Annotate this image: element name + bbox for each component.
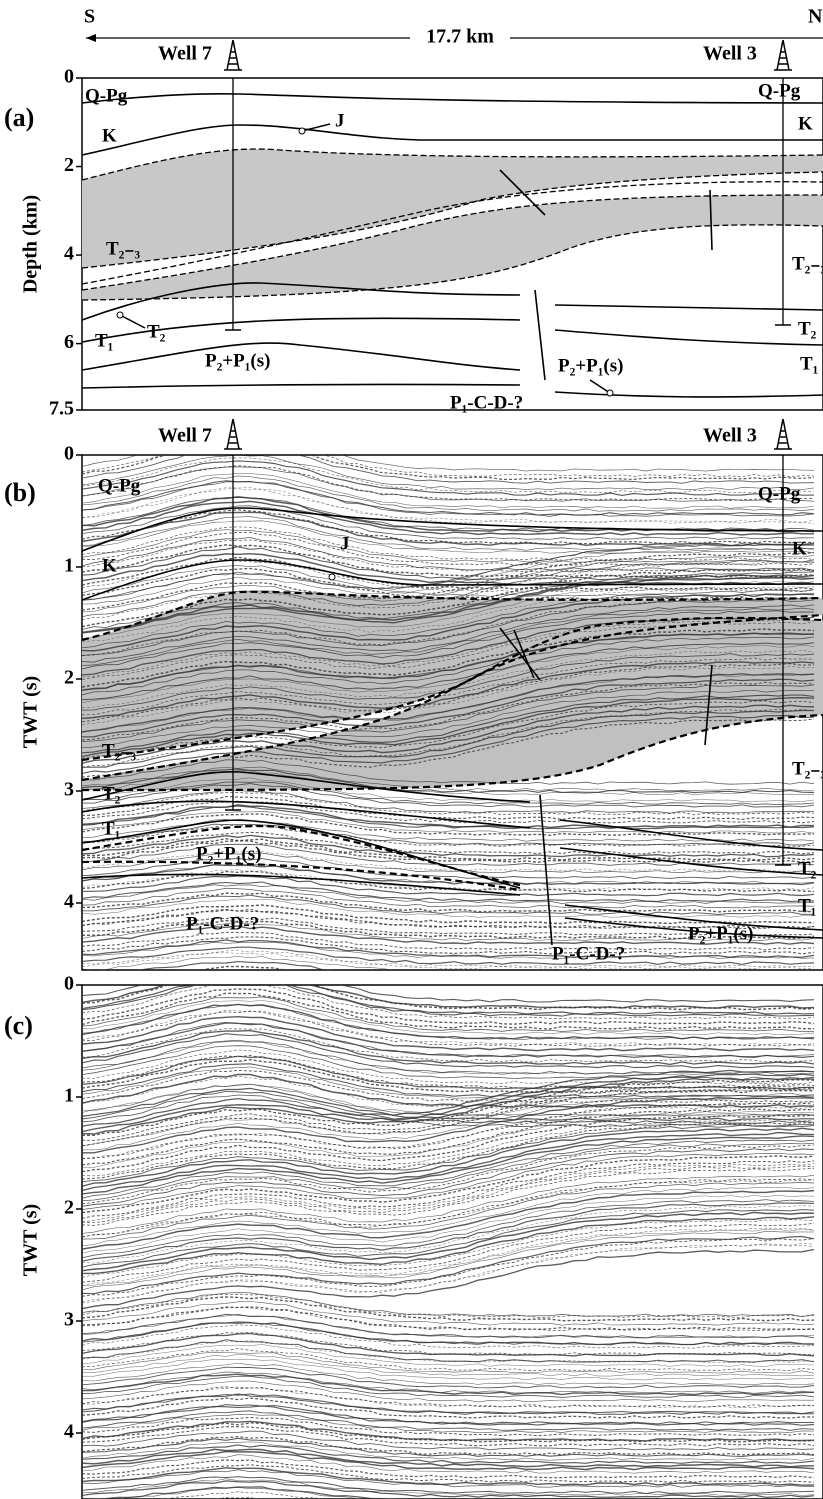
y-tick-label: 4 [64, 243, 74, 265]
layer-label: T₂ [102, 783, 121, 804]
layer-label: T₂₋₃ [792, 253, 823, 274]
y-tick-label: 0 [64, 973, 74, 995]
well-icon [774, 419, 792, 449]
figure: S N 17.7 km Well 7 Well 3 (a) Depth (km)… [0, 0, 823, 1499]
y-tick-label: 0 [64, 66, 74, 88]
well-label: Well 7 [158, 43, 212, 65]
layer-label: Q-Pg [85, 85, 128, 106]
distance-label: 17.7 km [426, 26, 494, 48]
panel-b [82, 435, 823, 989]
layer-label: P₂+P₁(s) [205, 350, 270, 371]
panel-a [82, 78, 823, 410]
layer-label: T₁ [102, 818, 120, 839]
y-tick-label: 7.5 [49, 398, 74, 420]
panel-c [82, 965, 823, 1499]
layer-label: T₂ [798, 858, 817, 879]
axes: 0 2 4 6 7.5 0 1 2 3 4 0 1 2 3 4 [49, 66, 82, 1443]
y-tick-label: 0 [64, 443, 74, 465]
well-label: Well 3 [703, 43, 757, 65]
layer-label: P₁-C-D-? [552, 943, 625, 964]
layer-label: K [798, 113, 813, 134]
layer-label: Q-Pg [758, 483, 801, 504]
layer-label: T₁ [95, 330, 113, 351]
layer-label: P₁-C-D-? [450, 392, 523, 413]
panel-label: (c) [4, 1011, 33, 1040]
well-label: Well 7 [158, 425, 212, 447]
layer-label: T₁ [798, 895, 816, 916]
layer-label: P₂+P₁(s) [196, 843, 261, 864]
layer-label: J [340, 533, 350, 554]
arrow-head [86, 34, 96, 42]
y-tick-label: 6 [64, 331, 74, 353]
layer-label: Q-Pg [758, 80, 801, 101]
layer-label: Q-Pg [98, 475, 141, 496]
panel-label: (b) [4, 478, 36, 507]
well-icon [224, 419, 242, 449]
well-icon [774, 40, 792, 70]
axis-title: Depth (km) [20, 195, 42, 293]
layer-label: J [335, 110, 345, 131]
y-tick-label: 4 [64, 891, 74, 913]
layer-label: T₂₋₃ [106, 238, 140, 259]
well-icon [224, 40, 242, 70]
layer-label: T₁ [800, 353, 818, 374]
y-tick-label: 2 [64, 154, 74, 176]
layer-label: P₁-C-D-? [186, 913, 259, 934]
y-tick-label: 3 [64, 1309, 74, 1331]
south-label: S [84, 6, 95, 28]
y-tick-label: 3 [64, 779, 74, 801]
y-tick-label: 2 [64, 667, 74, 689]
axis-title: TWT (s) [20, 1204, 42, 1276]
layer-label: T₂ [798, 318, 817, 339]
layer-label: K [792, 538, 807, 559]
layer-label: P₂+P₁(s) [558, 355, 623, 376]
layer-label: T₂ [147, 321, 166, 342]
well-label: Well 3 [703, 425, 757, 447]
north-label: N [808, 6, 823, 28]
y-tick-label: 4 [64, 1421, 74, 1443]
y-tick-label: 2 [64, 1197, 74, 1219]
y-tick-label: 1 [64, 1085, 74, 1107]
axis-title: TWT (s) [20, 676, 42, 748]
layer-label: K [102, 555, 117, 576]
layer-label: T₂₋₃ [102, 740, 136, 761]
y-tick-label: 1 [64, 555, 74, 577]
panel-label: (a) [4, 103, 34, 132]
layer-label: K [102, 125, 117, 146]
layer-label: T₂₋₃ [792, 758, 823, 779]
layer-label: P₂+P₁(s) [688, 923, 753, 944]
